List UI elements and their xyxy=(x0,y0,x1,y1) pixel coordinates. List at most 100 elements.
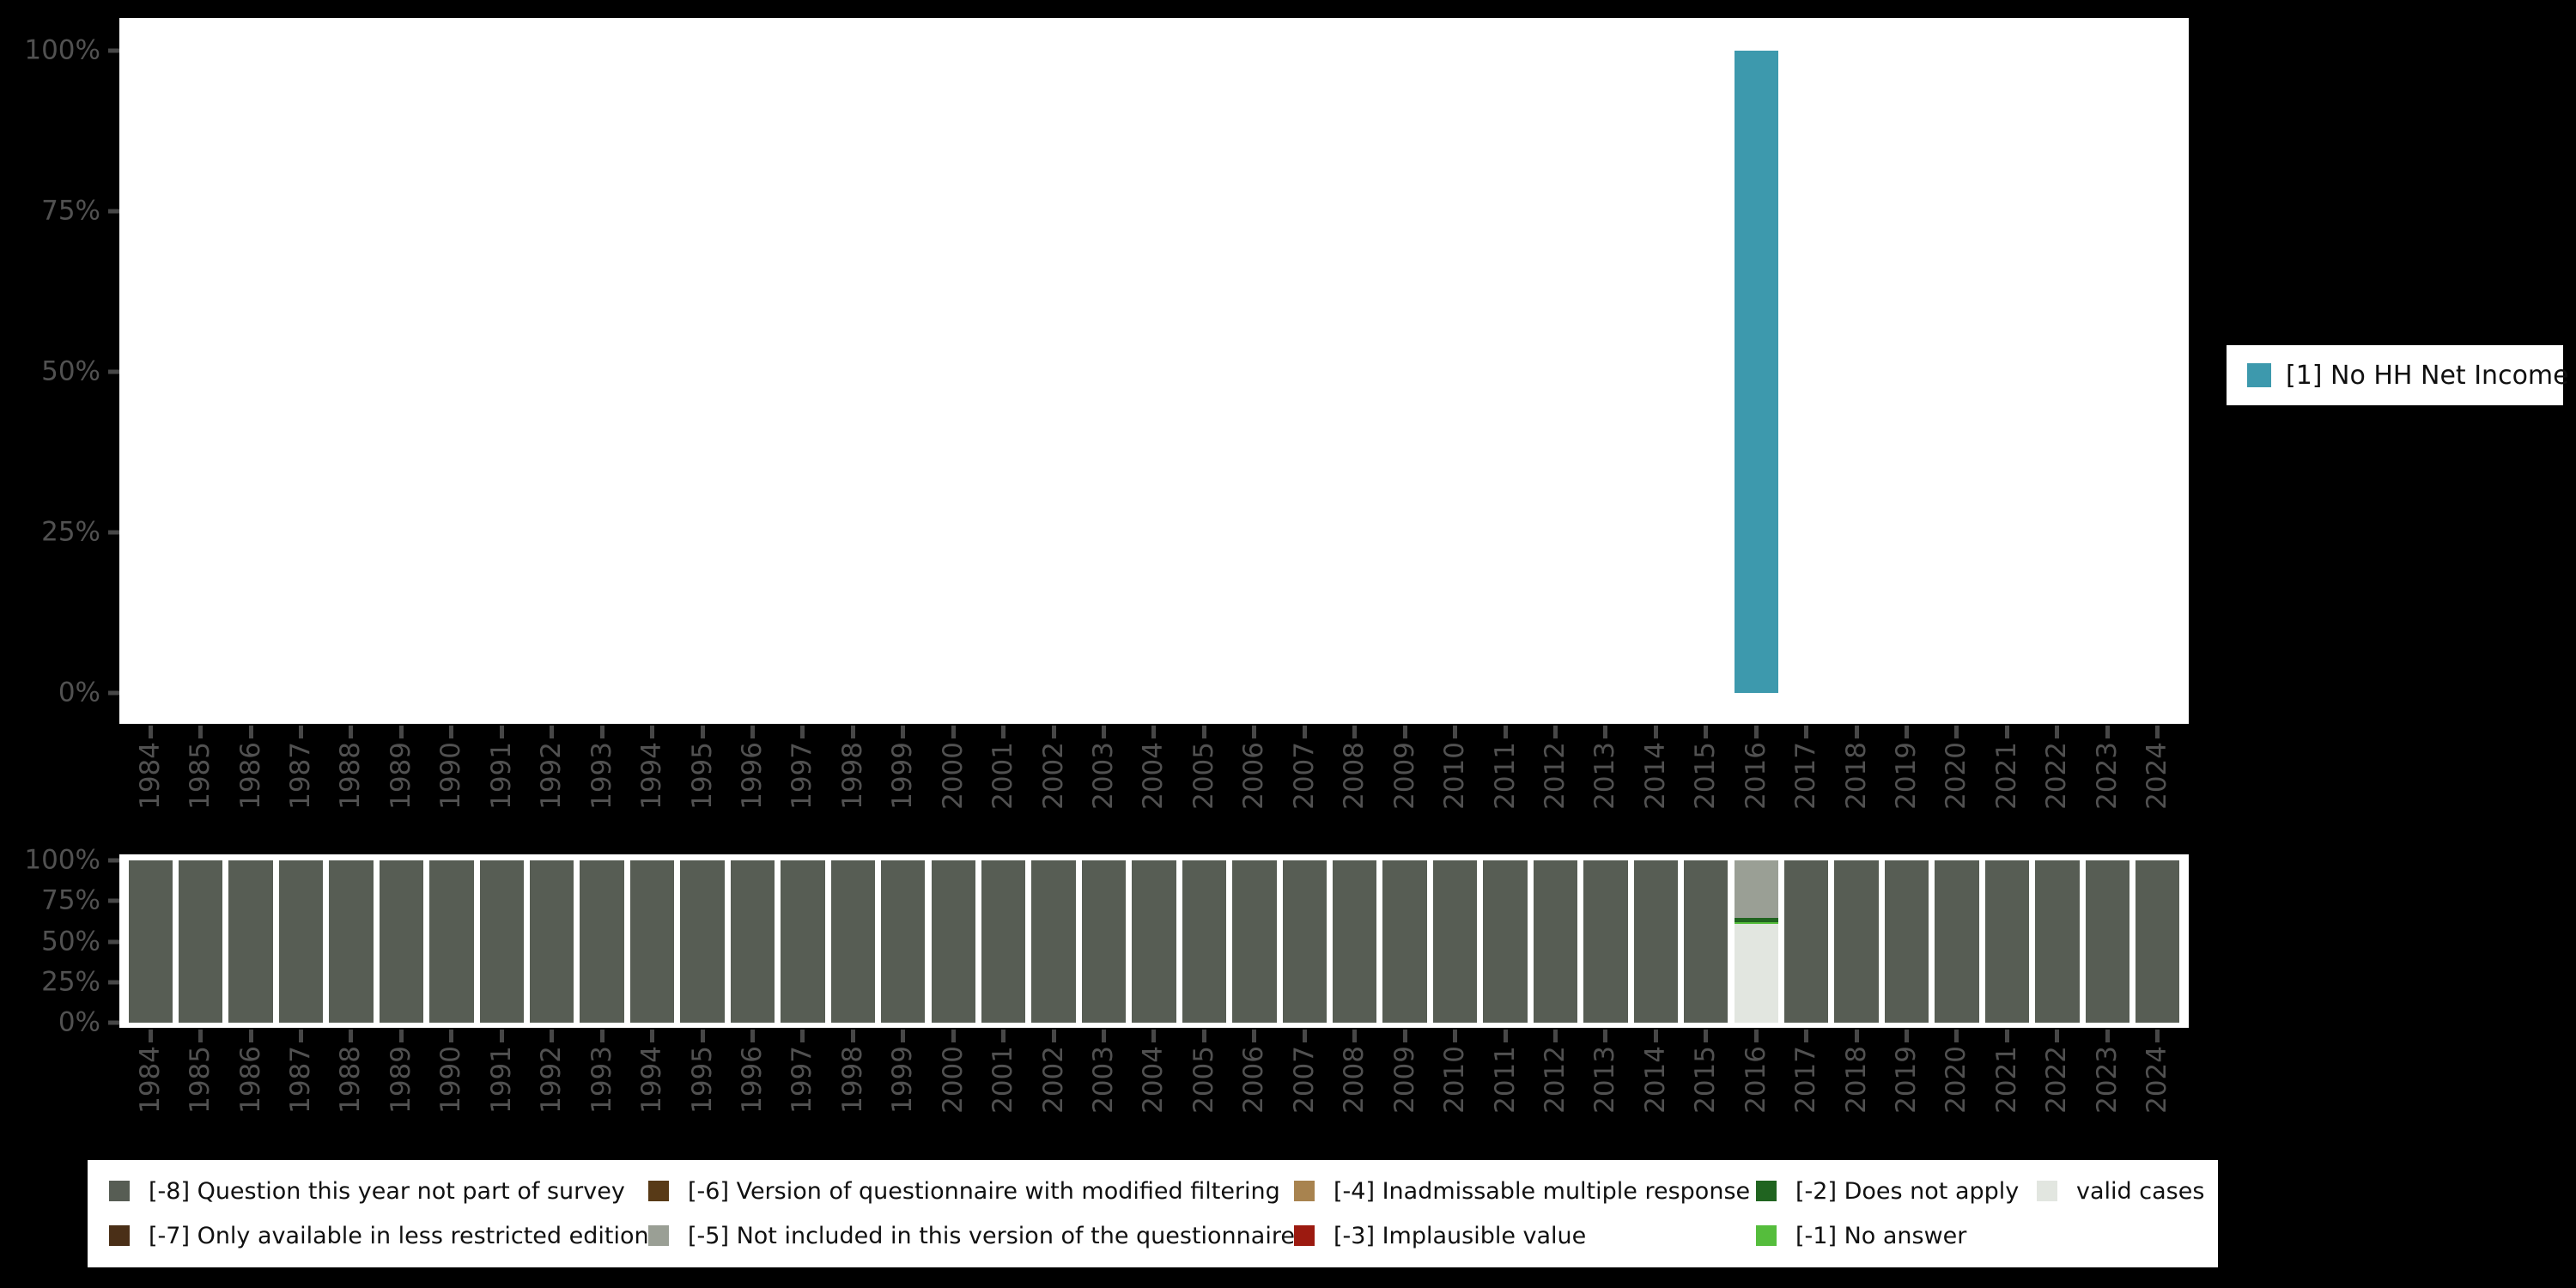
legend-label: [-6] Version of questionnaire with modif… xyxy=(688,1177,1280,1205)
bottom-chart-tick-1990 xyxy=(427,1030,477,1043)
stacked-bar-2018 xyxy=(1834,860,1879,1023)
top-chart-year-label-1989: 1989 xyxy=(385,742,416,810)
top-chart-year-label-2003: 2003 xyxy=(1088,742,1120,810)
bottom-chart-tick-75%: 75% xyxy=(41,887,119,914)
bottom-chart-slot-1985 xyxy=(175,860,225,1023)
bottom-chart-year-label-2002: 2002 xyxy=(1037,1046,1069,1114)
top-chart-year-label-2021: 2021 xyxy=(1990,742,2022,810)
bottom-chart-tick-2006 xyxy=(1230,1030,1279,1043)
tick-mark xyxy=(850,726,855,738)
top-chart-year-label-2024: 2024 xyxy=(2142,742,2173,810)
bottom-chart-year-label-1999: 1999 xyxy=(887,1046,919,1114)
tick-mark xyxy=(1552,1030,1558,1042)
tick-mark xyxy=(2155,726,2160,738)
top-chart-tick-2012 xyxy=(1530,726,1580,739)
top-chart-label-slot: 2013 xyxy=(1581,742,1631,823)
top-chart-slot-2002 xyxy=(1029,51,1078,693)
top-chart-label-slot: 1990 xyxy=(427,742,477,823)
bottom-chart-label-slot: 2024 xyxy=(2133,1046,2183,1127)
stacked-bar-1984 xyxy=(128,860,173,1023)
legend-row-2: [-7] Only available in less restricted e… xyxy=(109,1213,2218,1258)
bottom-chart-label-slot: 1988 xyxy=(326,1046,376,1127)
bottom-chart-tick-2018 xyxy=(1832,1030,1881,1043)
segment-2000 xyxy=(931,860,975,1023)
tick-mark xyxy=(1704,1030,1709,1042)
bottom-chart-tick-1985 xyxy=(175,1030,225,1043)
top-chart-year-label-1992: 1992 xyxy=(536,742,568,810)
top-chart-bars-region xyxy=(125,51,2183,693)
bottom-chart-year-label-2009: 2009 xyxy=(1388,1046,1420,1114)
tick-mark xyxy=(398,726,404,738)
top-chart-year-label-2006: 2006 xyxy=(1238,742,1270,810)
segment-2022 xyxy=(2035,860,2080,1023)
bottom-chart-label-slot: 1994 xyxy=(627,1046,677,1127)
bottom-chart-year-label-2004: 2004 xyxy=(1138,1046,1170,1114)
bottom-chart-label-slot: 2001 xyxy=(978,1046,1028,1127)
bottom-chart-label-slot: 1992 xyxy=(527,1046,577,1127)
legend-item: [-4] Inadmissable multiple response xyxy=(1294,1178,1756,1205)
bottom-chart-tick-2005 xyxy=(1179,1030,1229,1043)
bottom-chart-slot-2005 xyxy=(1179,860,1229,1023)
stacked-bar-1996 xyxy=(730,860,775,1023)
legend-item: [-2] Does not apply xyxy=(1756,1178,2037,1205)
segment-2011 xyxy=(1483,860,1528,1023)
tick-mark xyxy=(1051,1030,1056,1042)
stacked-bar-2002 xyxy=(1031,860,1076,1023)
top-chart-label-slot: 1987 xyxy=(276,742,325,823)
bottom-chart-slot-2019 xyxy=(1881,860,1931,1023)
top-chart-label-slot: 2011 xyxy=(1480,742,1530,823)
segment-2016 xyxy=(1734,924,1778,1023)
top-chart-slot-2013 xyxy=(1581,51,1631,693)
bottom-chart-slot-1992 xyxy=(527,860,577,1023)
tick-mark xyxy=(398,1030,404,1042)
top-chart-slot-2003 xyxy=(1078,51,1128,693)
bottom-chart-label-slot: 2011 xyxy=(1480,1046,1530,1127)
segment-2016 xyxy=(1734,918,1778,922)
bottom-chart-x-ticks xyxy=(125,1030,2183,1043)
top-chart-label-slot: 2010 xyxy=(1430,742,1479,823)
segment-1990 xyxy=(429,860,474,1023)
stacked-bar-2015 xyxy=(1684,860,1728,1023)
top-chart-slot-2024 xyxy=(2133,51,2183,693)
bottom-chart-tick-2019 xyxy=(1881,1030,1931,1043)
legend-swatch xyxy=(648,1181,669,1201)
top-chart-x-axis: 1984 1985 1986 1987 1988 1989 1990 1991 1992 1993… xyxy=(125,742,2183,823)
bottom-chart-year-label-2018: 2018 xyxy=(1840,1046,1872,1114)
bottom-chart-slot-2016 xyxy=(1731,860,1781,1023)
top-chart-year-label-2022: 2022 xyxy=(2041,742,2073,810)
bottom-chart-label-slot: 1990 xyxy=(427,1046,477,1127)
top-chart-label-slot: 1993 xyxy=(577,742,627,823)
top-chart-year-label-1995: 1995 xyxy=(686,742,718,810)
bottom-chart-year-label-1994: 1994 xyxy=(636,1046,668,1114)
top-chart-year-label-1988: 1988 xyxy=(335,742,367,810)
top-chart-slot-2008 xyxy=(1330,51,1380,693)
segment-1992 xyxy=(530,860,574,1023)
top-chart-tick-100%: 100% xyxy=(24,37,119,64)
bottom-chart-label-slot: 2012 xyxy=(1530,1046,1580,1127)
tick-mark xyxy=(1753,1030,1759,1042)
bottom-chart-year-label-2019: 2019 xyxy=(1891,1046,1923,1114)
stacked-bar-2005 xyxy=(1182,860,1227,1023)
top-chart-label-slot: 1991 xyxy=(477,742,526,823)
top-chart-year-label-2015: 2015 xyxy=(1690,742,1722,810)
segment-1985 xyxy=(178,860,223,1023)
top-chart-year-label-1985: 1985 xyxy=(185,742,216,810)
tick-mark xyxy=(951,726,956,738)
segment-2018 xyxy=(1834,860,1879,1023)
tick-mark xyxy=(1001,726,1006,738)
segment-2009 xyxy=(1382,860,1427,1023)
top-chart-tick-2004 xyxy=(1129,726,1179,739)
tick-mark xyxy=(349,1030,354,1042)
bottom-chart-label-slot: 2002 xyxy=(1029,1046,1078,1127)
stacked-bar-2007 xyxy=(1282,860,1327,1023)
bottom-chart-slot-2013 xyxy=(1581,860,1631,1023)
top-chart-tick-2001 xyxy=(978,726,1028,739)
no-hh-net-income-label: [1] No HH Net Income xyxy=(2286,360,2569,391)
bottom-chart-label-slot: 1993 xyxy=(577,1046,627,1127)
segment-1995 xyxy=(680,860,725,1023)
no-hh-net-income-swatch xyxy=(2247,363,2271,387)
bottom-chart-tick-50%: 50% xyxy=(41,928,119,955)
top-chart-tick-2005 xyxy=(1179,726,1229,739)
top-chart-tick-2013 xyxy=(1581,726,1631,739)
bottom-chart-tick-2010 xyxy=(1430,1030,1479,1043)
